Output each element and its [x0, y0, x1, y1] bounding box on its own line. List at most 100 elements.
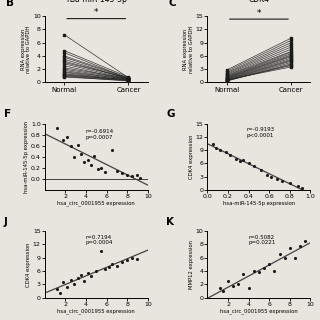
Point: [217, 148, 222, 153]
Point: [267, 262, 272, 267]
Point: [246, 161, 251, 166]
Point: [231, 283, 236, 288]
Point: [94, 268, 99, 274]
Point: [109, 262, 114, 267]
Point: [89, 274, 94, 279]
Point: [55, 286, 60, 291]
Point: [81, 160, 86, 165]
Point: [261, 265, 267, 270]
Point: [75, 275, 80, 280]
Point: [275, 176, 280, 181]
Point: [85, 157, 91, 162]
Point: [251, 163, 256, 168]
Point: [65, 135, 70, 140]
Text: K: K: [166, 217, 174, 227]
Y-axis label: CDK4 expression: CDK4 expression: [26, 242, 31, 287]
Point: [298, 243, 303, 248]
Title: CDK4: CDK4: [248, 0, 269, 4]
Text: *: *: [94, 8, 99, 17]
Point: [114, 263, 119, 268]
Text: *: *: [257, 9, 261, 18]
Point: [55, 125, 60, 131]
Text: r=0.7194
p=0.0004: r=0.7194 p=0.0004: [86, 235, 113, 245]
Point: [89, 163, 94, 168]
Point: [303, 239, 308, 244]
Point: [109, 148, 114, 153]
Point: [241, 272, 246, 277]
Point: [68, 143, 73, 148]
X-axis label: hsa_circ_0001955 expression: hsa_circ_0001955 expression: [57, 201, 135, 206]
Title: hsa-miR-145-5p: hsa-miR-145-5p: [66, 0, 127, 4]
Point: [220, 288, 226, 293]
Point: [226, 278, 231, 284]
Point: [228, 152, 233, 157]
Point: [102, 170, 107, 175]
Text: r=-0.9193
p<0.0001: r=-0.9193 p<0.0001: [247, 127, 275, 138]
Point: [96, 166, 101, 172]
Point: [223, 150, 228, 155]
X-axis label: hsa_circ_0001955 expression: hsa_circ_0001955 expression: [220, 308, 298, 314]
Point: [124, 257, 130, 262]
Point: [295, 183, 300, 188]
Point: [234, 156, 239, 162]
Y-axis label: hsa-miR-145-5p expression: hsa-miR-145-5p expression: [24, 121, 29, 193]
Point: [282, 255, 287, 260]
Point: [130, 174, 135, 179]
Point: [137, 175, 142, 180]
Point: [85, 271, 91, 276]
Point: [279, 179, 284, 184]
Point: [287, 245, 292, 250]
Point: [265, 172, 270, 177]
Point: [241, 157, 246, 163]
Point: [300, 185, 305, 190]
Point: [130, 255, 135, 260]
Point: [106, 264, 111, 269]
Point: [277, 252, 282, 257]
Point: [213, 145, 218, 150]
Point: [135, 172, 140, 178]
Point: [78, 273, 84, 278]
Point: [119, 171, 124, 176]
Text: C: C: [168, 0, 176, 8]
X-axis label: hsa_circ_0001955 expression: hsa_circ_0001955 expression: [57, 308, 135, 314]
Y-axis label: MMP12 expression: MMP12 expression: [189, 240, 194, 289]
Text: F: F: [4, 109, 11, 119]
Point: [71, 282, 76, 287]
Point: [259, 168, 264, 173]
Point: [238, 159, 243, 164]
Point: [65, 284, 70, 289]
Point: [75, 142, 80, 147]
Point: [81, 278, 86, 283]
Point: [119, 260, 124, 265]
Point: [236, 282, 241, 287]
Point: [99, 165, 104, 171]
Text: J: J: [4, 217, 7, 227]
Point: [256, 270, 261, 275]
Text: B: B: [6, 0, 14, 8]
X-axis label: hsa-miR-145-5p expression: hsa-miR-145-5p expression: [223, 201, 295, 205]
Y-axis label: RNA expression
relative to GAPDH: RNA expression relative to GAPDH: [21, 26, 31, 73]
Point: [251, 268, 256, 274]
Text: G: G: [166, 109, 175, 119]
Point: [292, 255, 298, 260]
Point: [246, 285, 251, 290]
Point: [114, 168, 119, 173]
Point: [210, 141, 215, 146]
Point: [99, 249, 104, 254]
Text: r=-0.6914
p=0.0007: r=-0.6914 p=0.0007: [86, 129, 114, 140]
Point: [135, 256, 140, 261]
Point: [124, 172, 130, 177]
Point: [68, 277, 73, 283]
Point: [287, 181, 292, 186]
Text: r=0.5082
p=0.0221: r=0.5082 p=0.0221: [249, 235, 276, 245]
Point: [102, 266, 107, 271]
Point: [78, 151, 84, 156]
Point: [71, 154, 76, 159]
Point: [217, 285, 222, 290]
Point: [272, 268, 277, 274]
Point: [61, 280, 66, 285]
Y-axis label: CDK4 expression: CDK4 expression: [189, 134, 194, 179]
Point: [58, 291, 63, 296]
Point: [269, 174, 274, 179]
Point: [61, 138, 66, 143]
